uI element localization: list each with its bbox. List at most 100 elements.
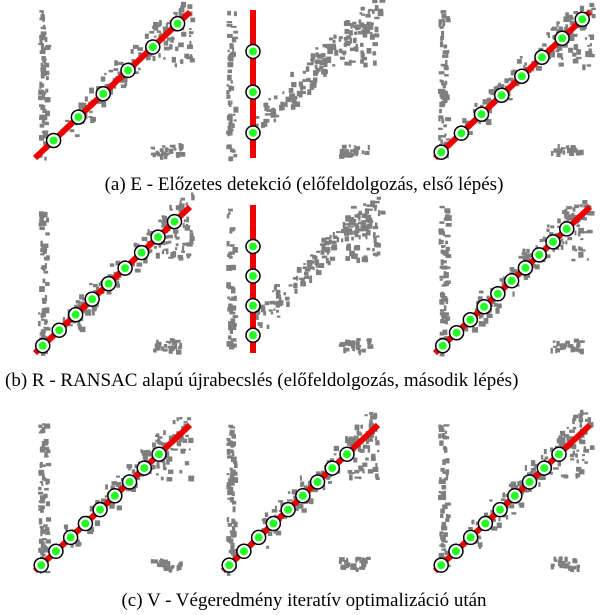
noise	[439, 491, 441, 494]
noise	[265, 512, 268, 517]
noise	[373, 467, 379, 472]
noise	[588, 48, 591, 53]
noise	[166, 241, 169, 244]
noise	[176, 243, 179, 246]
noise	[172, 57, 176, 63]
noise	[227, 11, 231, 16]
noise	[568, 566, 572, 571]
noise	[441, 10, 445, 13]
noise	[302, 79, 306, 82]
noise	[545, 456, 549, 459]
noise	[189, 448, 191, 450]
noise	[371, 454, 375, 460]
noise	[45, 480, 48, 485]
noise	[331, 241, 336, 244]
noise	[231, 338, 237, 341]
noise	[351, 345, 355, 349]
noise	[261, 122, 265, 128]
noise	[323, 44, 329, 47]
figure: (a) E - Előzetes detekció (előfeldolgozá…	[0, 0, 608, 615]
noise	[345, 256, 350, 261]
noise	[363, 34, 368, 37]
noise	[46, 501, 50, 506]
noise	[576, 473, 578, 479]
noise	[355, 425, 360, 431]
noise	[487, 98, 491, 100]
noise	[439, 531, 442, 536]
noise	[334, 453, 337, 455]
noise	[167, 37, 170, 40]
noise	[583, 449, 589, 453]
noise	[498, 518, 500, 522]
noise	[153, 147, 155, 150]
noise	[177, 417, 179, 421]
noise	[173, 145, 176, 149]
noise	[576, 450, 579, 452]
noise	[169, 149, 174, 154]
noise	[230, 468, 233, 471]
noise	[511, 483, 516, 487]
point	[480, 303, 488, 311]
noise	[349, 474, 353, 480]
noise	[351, 207, 354, 209]
noise	[282, 102, 287, 106]
noise	[559, 63, 564, 67]
noise	[517, 59, 522, 64]
noise	[368, 11, 370, 14]
point	[96, 506, 104, 514]
noise	[365, 457, 369, 460]
point	[72, 311, 80, 319]
point	[81, 520, 89, 528]
noise	[39, 85, 41, 88]
noise	[345, 21, 349, 25]
noise	[315, 47, 318, 49]
point	[299, 492, 307, 500]
point	[496, 506, 504, 514]
noise	[311, 53, 316, 59]
noise	[344, 348, 350, 351]
noise	[40, 526, 42, 528]
noise	[116, 476, 120, 478]
noise	[230, 497, 234, 502]
noise	[260, 326, 263, 328]
noise	[592, 14, 596, 18]
noise	[182, 2, 185, 8]
noise	[339, 557, 345, 562]
noise	[512, 291, 514, 296]
noise	[319, 66, 321, 70]
noise	[304, 272, 309, 276]
noise	[377, 197, 381, 200]
noise	[574, 44, 579, 50]
noise	[442, 522, 447, 528]
noise	[180, 59, 183, 64]
noise	[375, 253, 378, 257]
noise	[575, 453, 578, 457]
noise	[166, 341, 171, 343]
noise	[442, 486, 444, 488]
noise	[268, 98, 271, 100]
noise	[230, 244, 235, 247]
noise	[231, 305, 236, 310]
noise	[184, 421, 188, 423]
noise	[351, 60, 356, 62]
noise	[440, 425, 443, 430]
noise	[588, 417, 591, 423]
noise	[45, 321, 48, 323]
noise	[324, 63, 328, 68]
noise	[151, 153, 155, 156]
point	[249, 88, 257, 96]
noise	[438, 128, 443, 130]
noise	[566, 475, 569, 479]
noise	[589, 211, 595, 216]
noise	[368, 9, 373, 11]
noise	[154, 36, 157, 38]
noise	[287, 499, 293, 501]
noise	[360, 229, 364, 232]
noise	[156, 253, 160, 259]
noise	[316, 264, 322, 267]
noise	[175, 247, 177, 250]
noise	[109, 70, 113, 73]
noise	[584, 446, 586, 449]
point	[535, 251, 543, 259]
noise	[366, 339, 371, 341]
